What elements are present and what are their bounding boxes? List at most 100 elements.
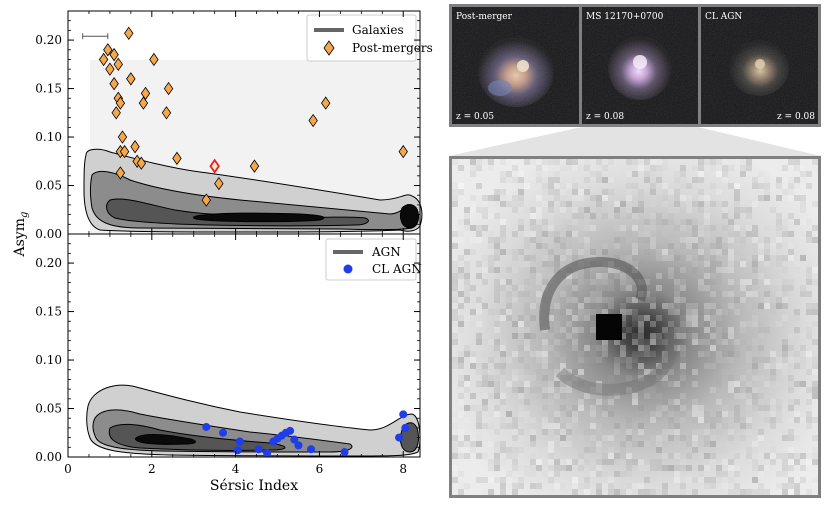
zoom-pixel [650, 231, 656, 237]
zoom-pixel [596, 201, 602, 207]
zoom-pixel [620, 483, 626, 489]
zoom-pixel [452, 195, 458, 201]
zoom-pixel [704, 363, 710, 369]
zoom-pixel [806, 237, 812, 243]
zoom-pixel [566, 357, 572, 363]
zoom-pixel [770, 321, 776, 327]
zoom-pixel [452, 357, 458, 363]
zoom-pixel [626, 435, 632, 441]
zoom-pixel [746, 423, 752, 429]
zoom-pixel [632, 387, 638, 393]
zoom-pixel [698, 249, 704, 255]
zoom-pixel [746, 381, 752, 387]
zoom-pixel [518, 483, 524, 489]
zoom-pixel [464, 297, 470, 303]
zoom-pixel [482, 471, 488, 477]
zoom-pixel [746, 231, 752, 237]
zoom-pixel [674, 465, 680, 471]
zoom-pixel [620, 279, 626, 285]
zoom-pixel [698, 255, 704, 261]
zoom-pixel [638, 399, 644, 405]
zoom-pixel [788, 177, 794, 183]
zoom-pixel [704, 231, 710, 237]
zoom-pixel [536, 225, 542, 231]
zoom-pixel [482, 279, 488, 285]
zoom-pixel [608, 189, 614, 195]
zoom-pixel [752, 267, 758, 273]
zoom-pixel [458, 261, 464, 267]
zoom-pixel [680, 321, 686, 327]
zoom-pixel [560, 237, 566, 243]
zoom-pixel [542, 357, 548, 363]
zoom-pixel [644, 477, 650, 483]
zoom-pixel [614, 255, 620, 261]
zoom-pixel [554, 327, 560, 333]
zoom-pixel [596, 303, 602, 309]
zoom-pixel [566, 297, 572, 303]
zoom-pixel [554, 261, 560, 267]
zoom-pixel [668, 465, 674, 471]
zoom-pixel [752, 177, 758, 183]
zoom-pixel [674, 441, 680, 447]
zoom-pixel [800, 231, 806, 237]
zoom-pixel [716, 375, 722, 381]
zoom-pixel [500, 483, 506, 489]
zoom-pixel [770, 453, 776, 459]
zoom-pixel [476, 435, 482, 441]
zoom-pixel [458, 399, 464, 405]
zoom-pixel [668, 249, 674, 255]
zoom-pixel [752, 357, 758, 363]
zoom-pixel [500, 189, 506, 195]
zoom-pixel [542, 429, 548, 435]
zoom-pixel [656, 195, 662, 201]
zoom-pixel [776, 225, 782, 231]
zoom-pixel [740, 435, 746, 441]
zoom-pixel [476, 261, 482, 267]
zoom-pixel [578, 315, 584, 321]
zoom-pixel [566, 489, 572, 495]
zoom-pixel [686, 429, 692, 435]
zoom-pixel [620, 477, 626, 483]
zoom-pixel [554, 489, 560, 495]
zoom-pixel [560, 201, 566, 207]
zoom-pixel [506, 285, 512, 291]
zoom-pixel [614, 213, 620, 219]
bottom-contour-core [135, 434, 196, 445]
zoom-pixel [812, 399, 818, 405]
zoom-pixel [488, 339, 494, 345]
zoom-pixel [536, 213, 542, 219]
zoom-pixel [716, 423, 722, 429]
zoom-pixel [650, 225, 656, 231]
zoom-pixel [572, 285, 578, 291]
zoom-pixel [494, 459, 500, 465]
zoom-pixel [626, 171, 632, 177]
zoom-pixel [704, 321, 710, 327]
zoom-pixel [662, 369, 668, 375]
zoom-pixel [608, 279, 614, 285]
zoom-pixel [638, 339, 644, 345]
zoom-pixel [554, 159, 560, 165]
zoom-pixel [608, 207, 614, 213]
zoom-pixel [488, 393, 494, 399]
zoom-pixel [680, 363, 686, 369]
zoom-pixel [626, 429, 632, 435]
zoom-pixel [668, 411, 674, 417]
zoom-pixel [788, 447, 794, 453]
zoom-pixel [728, 411, 734, 417]
zoom-pixel [548, 447, 554, 453]
zoom-pixel [518, 447, 524, 453]
zoom-pixel [758, 195, 764, 201]
zoom-pixel [806, 273, 812, 279]
zoom-pixel [758, 303, 764, 309]
zoom-pixel [494, 195, 500, 201]
zoom-pixel [632, 399, 638, 405]
zoom-pixel [524, 465, 530, 471]
zoom-pixel [644, 381, 650, 387]
zoom-pixel [704, 279, 710, 285]
zoom-pixel [590, 471, 596, 477]
zoom-pixel [512, 369, 518, 375]
zoom-pixel [782, 291, 788, 297]
zoom-pixel [668, 435, 674, 441]
zoom-pixel [794, 183, 800, 189]
zoom-pixel [632, 321, 638, 327]
